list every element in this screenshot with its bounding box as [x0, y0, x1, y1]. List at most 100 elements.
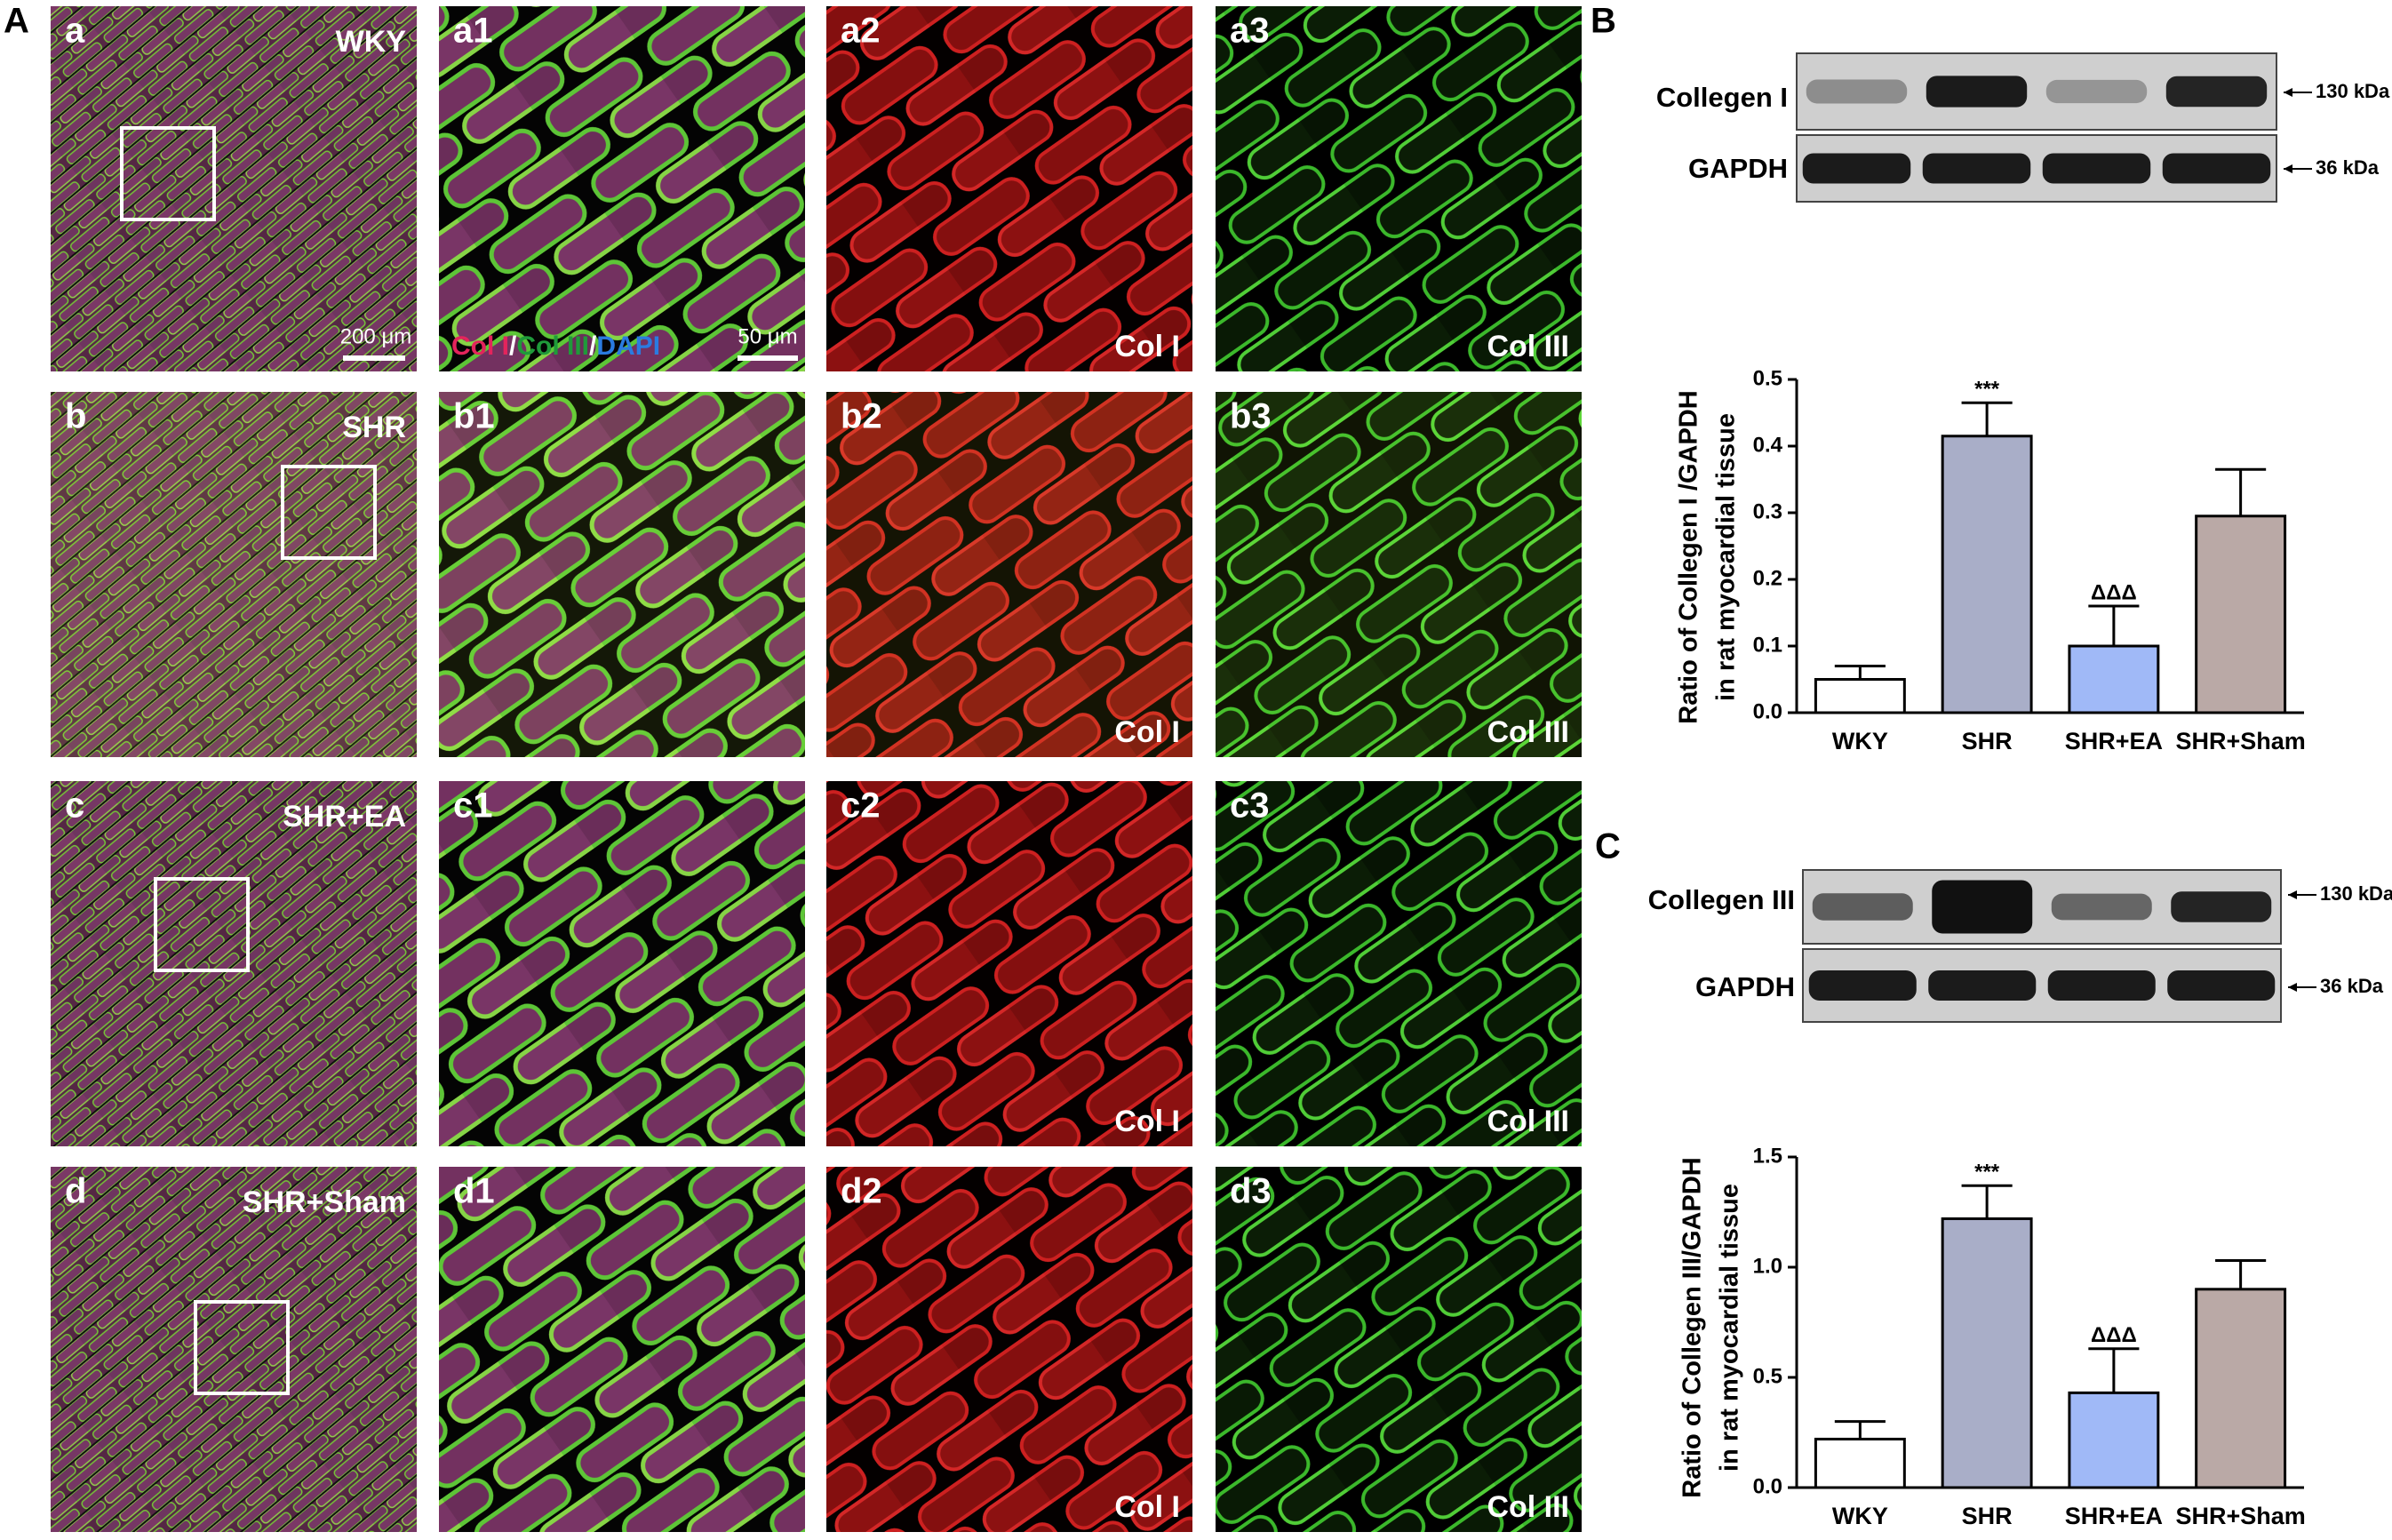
micrograph: b3 Col III	[1216, 392, 1582, 757]
panel-label: c	[65, 786, 84, 826]
significance-mark: ***	[1974, 1161, 2000, 1185]
panel-label: c3	[1230, 786, 1270, 826]
blot-band	[2171, 891, 2272, 922]
stain-legend-item: Col III	[516, 331, 589, 361]
x-tick-label: SHR	[1962, 1503, 2013, 1529]
micrograph-shade	[51, 6, 417, 371]
micrograph-shade	[439, 1167, 805, 1532]
size-marker: 130 kDa	[2316, 80, 2390, 102]
blot-band	[2051, 893, 2152, 921]
micrograph-image	[1216, 781, 1582, 1146]
y-tick-label: 0.4	[1753, 433, 1783, 457]
micrograph-image	[826, 781, 1192, 1146]
y-tick-label: 0.5	[1753, 366, 1782, 390]
significance-mark: ***	[1974, 378, 2000, 402]
error-bar	[1834, 1420, 1886, 1440]
micrograph: a1	[439, 6, 805, 371]
panel-label: a1	[453, 12, 493, 51]
blot-band	[1928, 970, 2037, 1001]
size-marker: 130 kDa	[2320, 882, 2392, 905]
micrograph: d1	[439, 1167, 805, 1532]
micrograph-shade	[826, 781, 1192, 1146]
size-arrowhead	[2284, 164, 2292, 173]
significance-mark: ΔΔΔ	[2091, 1323, 2137, 1347]
scale-bar-label: 200 μm	[340, 324, 412, 348]
error-bar	[1834, 665, 1886, 680]
size-marker: 36 kDa	[2316, 156, 2380, 179]
micrograph-image	[51, 6, 417, 371]
error-bar	[2088, 604, 2140, 646]
panel-label: d	[65, 1172, 86, 1211]
stain-legend-item: /	[509, 331, 517, 361]
stain-legend: Col I/Col III/DAPI	[451, 331, 660, 361]
micrograph-shade	[51, 1167, 417, 1532]
micrograph-image	[51, 1167, 417, 1532]
blot-band	[1806, 79, 1908, 104]
panel-label: a2	[841, 12, 881, 51]
micrograph-image	[51, 392, 417, 757]
micrograph-shade	[1216, 781, 1582, 1146]
panel-label: a3	[1230, 12, 1270, 51]
channel-caption: Col I	[1114, 330, 1180, 363]
micrograph-image	[439, 781, 805, 1146]
blot-band	[1802, 153, 1911, 184]
blot-label: GAPDH	[1695, 971, 1795, 1002]
micrograph: d SHR+Sham	[51, 1167, 417, 1532]
scale-bar	[343, 355, 405, 361]
micrograph-shade	[439, 392, 805, 757]
error-bar	[1961, 401, 2013, 436]
blot-band	[1808, 970, 1917, 1001]
x-tick-label: SHR+Sham	[2175, 1503, 2305, 1529]
micrograph: b2 Col I	[826, 392, 1192, 757]
blot-label: Collegen I	[1656, 82, 1788, 113]
blot-band	[2045, 79, 2148, 104]
group-label: SHR+Sham	[243, 1185, 406, 1219]
micrograph-image	[826, 6, 1192, 371]
y-tick-label: 0.5	[1753, 1364, 1782, 1388]
micrograph: b1	[439, 392, 805, 757]
x-tick-label: SHR+EA	[2065, 1503, 2163, 1529]
panel-label: b3	[1230, 397, 1272, 436]
panel-label: d1	[453, 1172, 495, 1211]
bar	[2195, 1288, 2287, 1489]
bar	[1814, 678, 1906, 714]
panel-label: C	[1595, 827, 1621, 866]
micrograph: b SHR	[51, 392, 417, 757]
y-tick-label: 1.0	[1753, 1254, 1782, 1278]
micrograph-shade	[439, 6, 805, 371]
blot-label: Collegen III	[1648, 884, 1795, 915]
micrograph-image	[439, 6, 805, 371]
channel-caption: Col I	[1114, 1105, 1180, 1138]
stain-legend-item: Col I	[451, 331, 509, 361]
micrograph-image	[826, 1167, 1192, 1532]
y-tick-label: 0.0	[1753, 699, 1782, 723]
blot-band	[2167, 970, 2276, 1001]
micrograph: c3 Col III	[1216, 781, 1582, 1146]
micrograph-image	[439, 1167, 805, 1532]
bar	[2195, 515, 2287, 714]
y-axis-label: Ratio of Collegen III/GAPDH	[1678, 1157, 1707, 1497]
scale-bar-label: 50 μm	[738, 324, 797, 348]
micrograph-image	[826, 392, 1192, 757]
blot-band	[1932, 880, 2033, 934]
y-tick-label: 1.5	[1753, 1144, 1782, 1168]
significance-mark: ΔΔΔ	[2091, 580, 2137, 604]
stain-legend-item: /	[589, 331, 597, 361]
channel-caption: Col III	[1487, 1105, 1569, 1138]
micrograph: a3 Col III	[1216, 6, 1582, 371]
x-tick-label: SHR+Sham	[2175, 728, 2305, 754]
micrograph-shade	[1216, 392, 1582, 757]
panel-label: b1	[453, 397, 495, 436]
blot-label: GAPDH	[1688, 153, 1788, 184]
bar	[2068, 644, 2160, 714]
stain-legend-item: DAPI	[596, 331, 660, 361]
micrograph: a2 Col I	[826, 6, 1192, 371]
micrograph-image	[1216, 1167, 1582, 1532]
micrograph-image	[51, 781, 417, 1146]
size-arrowhead	[2288, 890, 2297, 899]
micrograph-shade	[1216, 6, 1582, 371]
panel-label: d2	[841, 1172, 882, 1211]
group-label: SHR	[342, 411, 406, 444]
bar	[1814, 1437, 1906, 1489]
